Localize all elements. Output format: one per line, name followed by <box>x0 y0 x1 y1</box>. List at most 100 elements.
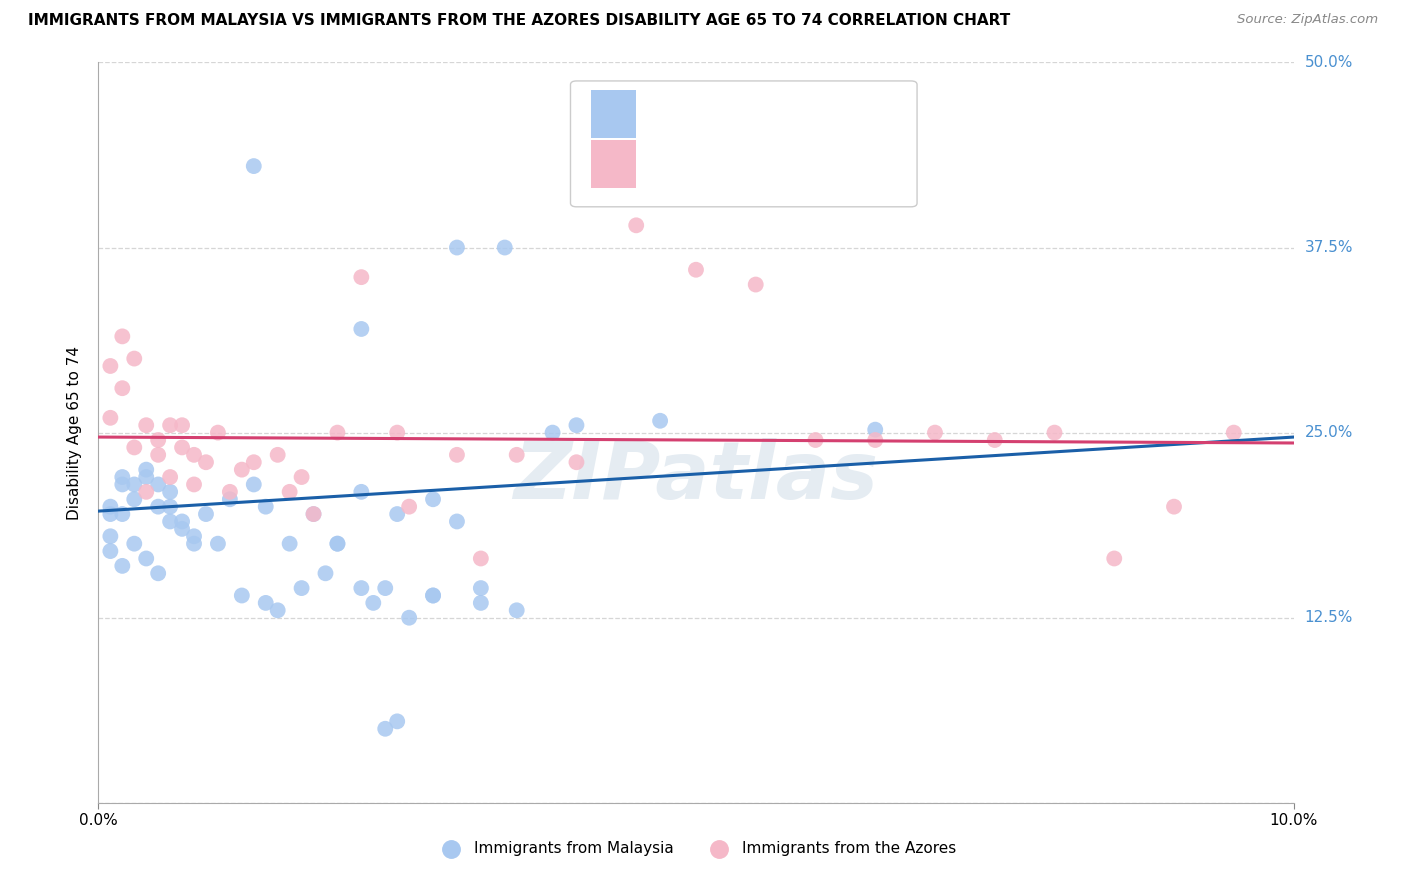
Text: N =: N = <box>786 107 820 122</box>
Point <box>98 544 122 558</box>
Point <box>219 492 242 507</box>
Point <box>565 455 588 469</box>
Point <box>98 359 122 373</box>
Point <box>207 425 229 440</box>
Point <box>207 536 229 550</box>
Point <box>470 596 492 610</box>
Point <box>541 425 564 440</box>
Point <box>422 492 444 507</box>
Point <box>446 515 468 529</box>
Text: N =: N = <box>786 157 820 172</box>
Text: 50.0%: 50.0% <box>1305 55 1353 70</box>
Legend: Immigrants from Malaysia, Immigrants from the Azores: Immigrants from Malaysia, Immigrants fro… <box>429 835 963 862</box>
Point <box>350 581 373 595</box>
Point <box>278 484 301 499</box>
Point <box>135 551 157 566</box>
Point <box>1163 500 1185 514</box>
Point <box>470 581 492 595</box>
Point <box>98 529 122 543</box>
Point <box>124 351 146 366</box>
Point <box>865 433 887 447</box>
Point <box>183 529 205 543</box>
Point <box>267 603 290 617</box>
Point <box>278 536 301 550</box>
Point <box>1043 425 1066 440</box>
Point <box>243 159 266 173</box>
Point <box>494 240 516 255</box>
Point <box>326 425 349 440</box>
Point <box>446 240 468 255</box>
Point <box>135 484 157 499</box>
Point <box>172 441 194 455</box>
Text: -0.021: -0.021 <box>706 157 761 172</box>
Text: R =: R = <box>648 107 682 122</box>
Point <box>422 589 444 603</box>
Point <box>326 536 349 550</box>
Point <box>865 423 887 437</box>
Point <box>446 448 468 462</box>
Point <box>172 418 194 433</box>
Point <box>183 448 205 462</box>
Point <box>124 492 146 507</box>
Point <box>148 566 170 581</box>
Point <box>148 477 170 491</box>
Point <box>924 425 946 440</box>
Point <box>172 515 194 529</box>
Point <box>254 500 277 514</box>
Point <box>98 507 122 521</box>
Point <box>243 455 266 469</box>
Text: 25.0%: 25.0% <box>1305 425 1353 440</box>
Point <box>124 477 146 491</box>
Point <box>219 484 242 499</box>
Point <box>172 522 194 536</box>
Point <box>111 329 134 343</box>
Point <box>385 507 409 521</box>
Point <box>159 500 181 514</box>
Point <box>159 470 181 484</box>
Point <box>565 418 588 433</box>
Text: IMMIGRANTS FROM MALAYSIA VS IMMIGRANTS FROM THE AZORES DISABILITY AGE 65 TO 74 C: IMMIGRANTS FROM MALAYSIA VS IMMIGRANTS F… <box>28 13 1011 29</box>
Point <box>315 566 337 581</box>
Point <box>326 536 349 550</box>
Point <box>1104 551 1126 566</box>
Point <box>135 418 157 433</box>
Point <box>124 536 146 550</box>
Point <box>159 515 181 529</box>
Point <box>350 270 373 285</box>
Text: 61: 61 <box>842 107 863 122</box>
Point <box>98 500 122 514</box>
Text: 12.5%: 12.5% <box>1305 610 1353 625</box>
Text: 0.045: 0.045 <box>706 107 754 122</box>
Point <box>111 470 134 484</box>
Point <box>626 219 648 233</box>
Point <box>506 603 529 617</box>
Point <box>804 433 827 447</box>
Point <box>111 477 134 491</box>
Point <box>685 262 707 277</box>
Y-axis label: Disability Age 65 to 74: Disability Age 65 to 74 <box>67 345 83 520</box>
Point <box>148 433 170 447</box>
Point <box>422 589 444 603</box>
Point <box>243 477 266 491</box>
Point <box>398 610 420 624</box>
Point <box>984 433 1007 447</box>
Point <box>111 558 134 573</box>
Point <box>291 581 314 595</box>
Point <box>231 462 253 476</box>
Point <box>1223 425 1246 440</box>
Point <box>231 589 253 603</box>
Point <box>302 507 325 521</box>
Point <box>302 507 325 521</box>
Point <box>506 448 529 462</box>
Point <box>374 722 396 736</box>
Point <box>267 448 290 462</box>
Point <box>398 500 420 514</box>
Point <box>350 322 373 336</box>
Point <box>124 441 146 455</box>
Point <box>745 277 768 292</box>
Text: Source: ZipAtlas.com: Source: ZipAtlas.com <box>1237 13 1378 27</box>
Point <box>291 470 314 484</box>
Point <box>159 484 181 499</box>
Point <box>385 425 409 440</box>
Point <box>195 455 218 469</box>
